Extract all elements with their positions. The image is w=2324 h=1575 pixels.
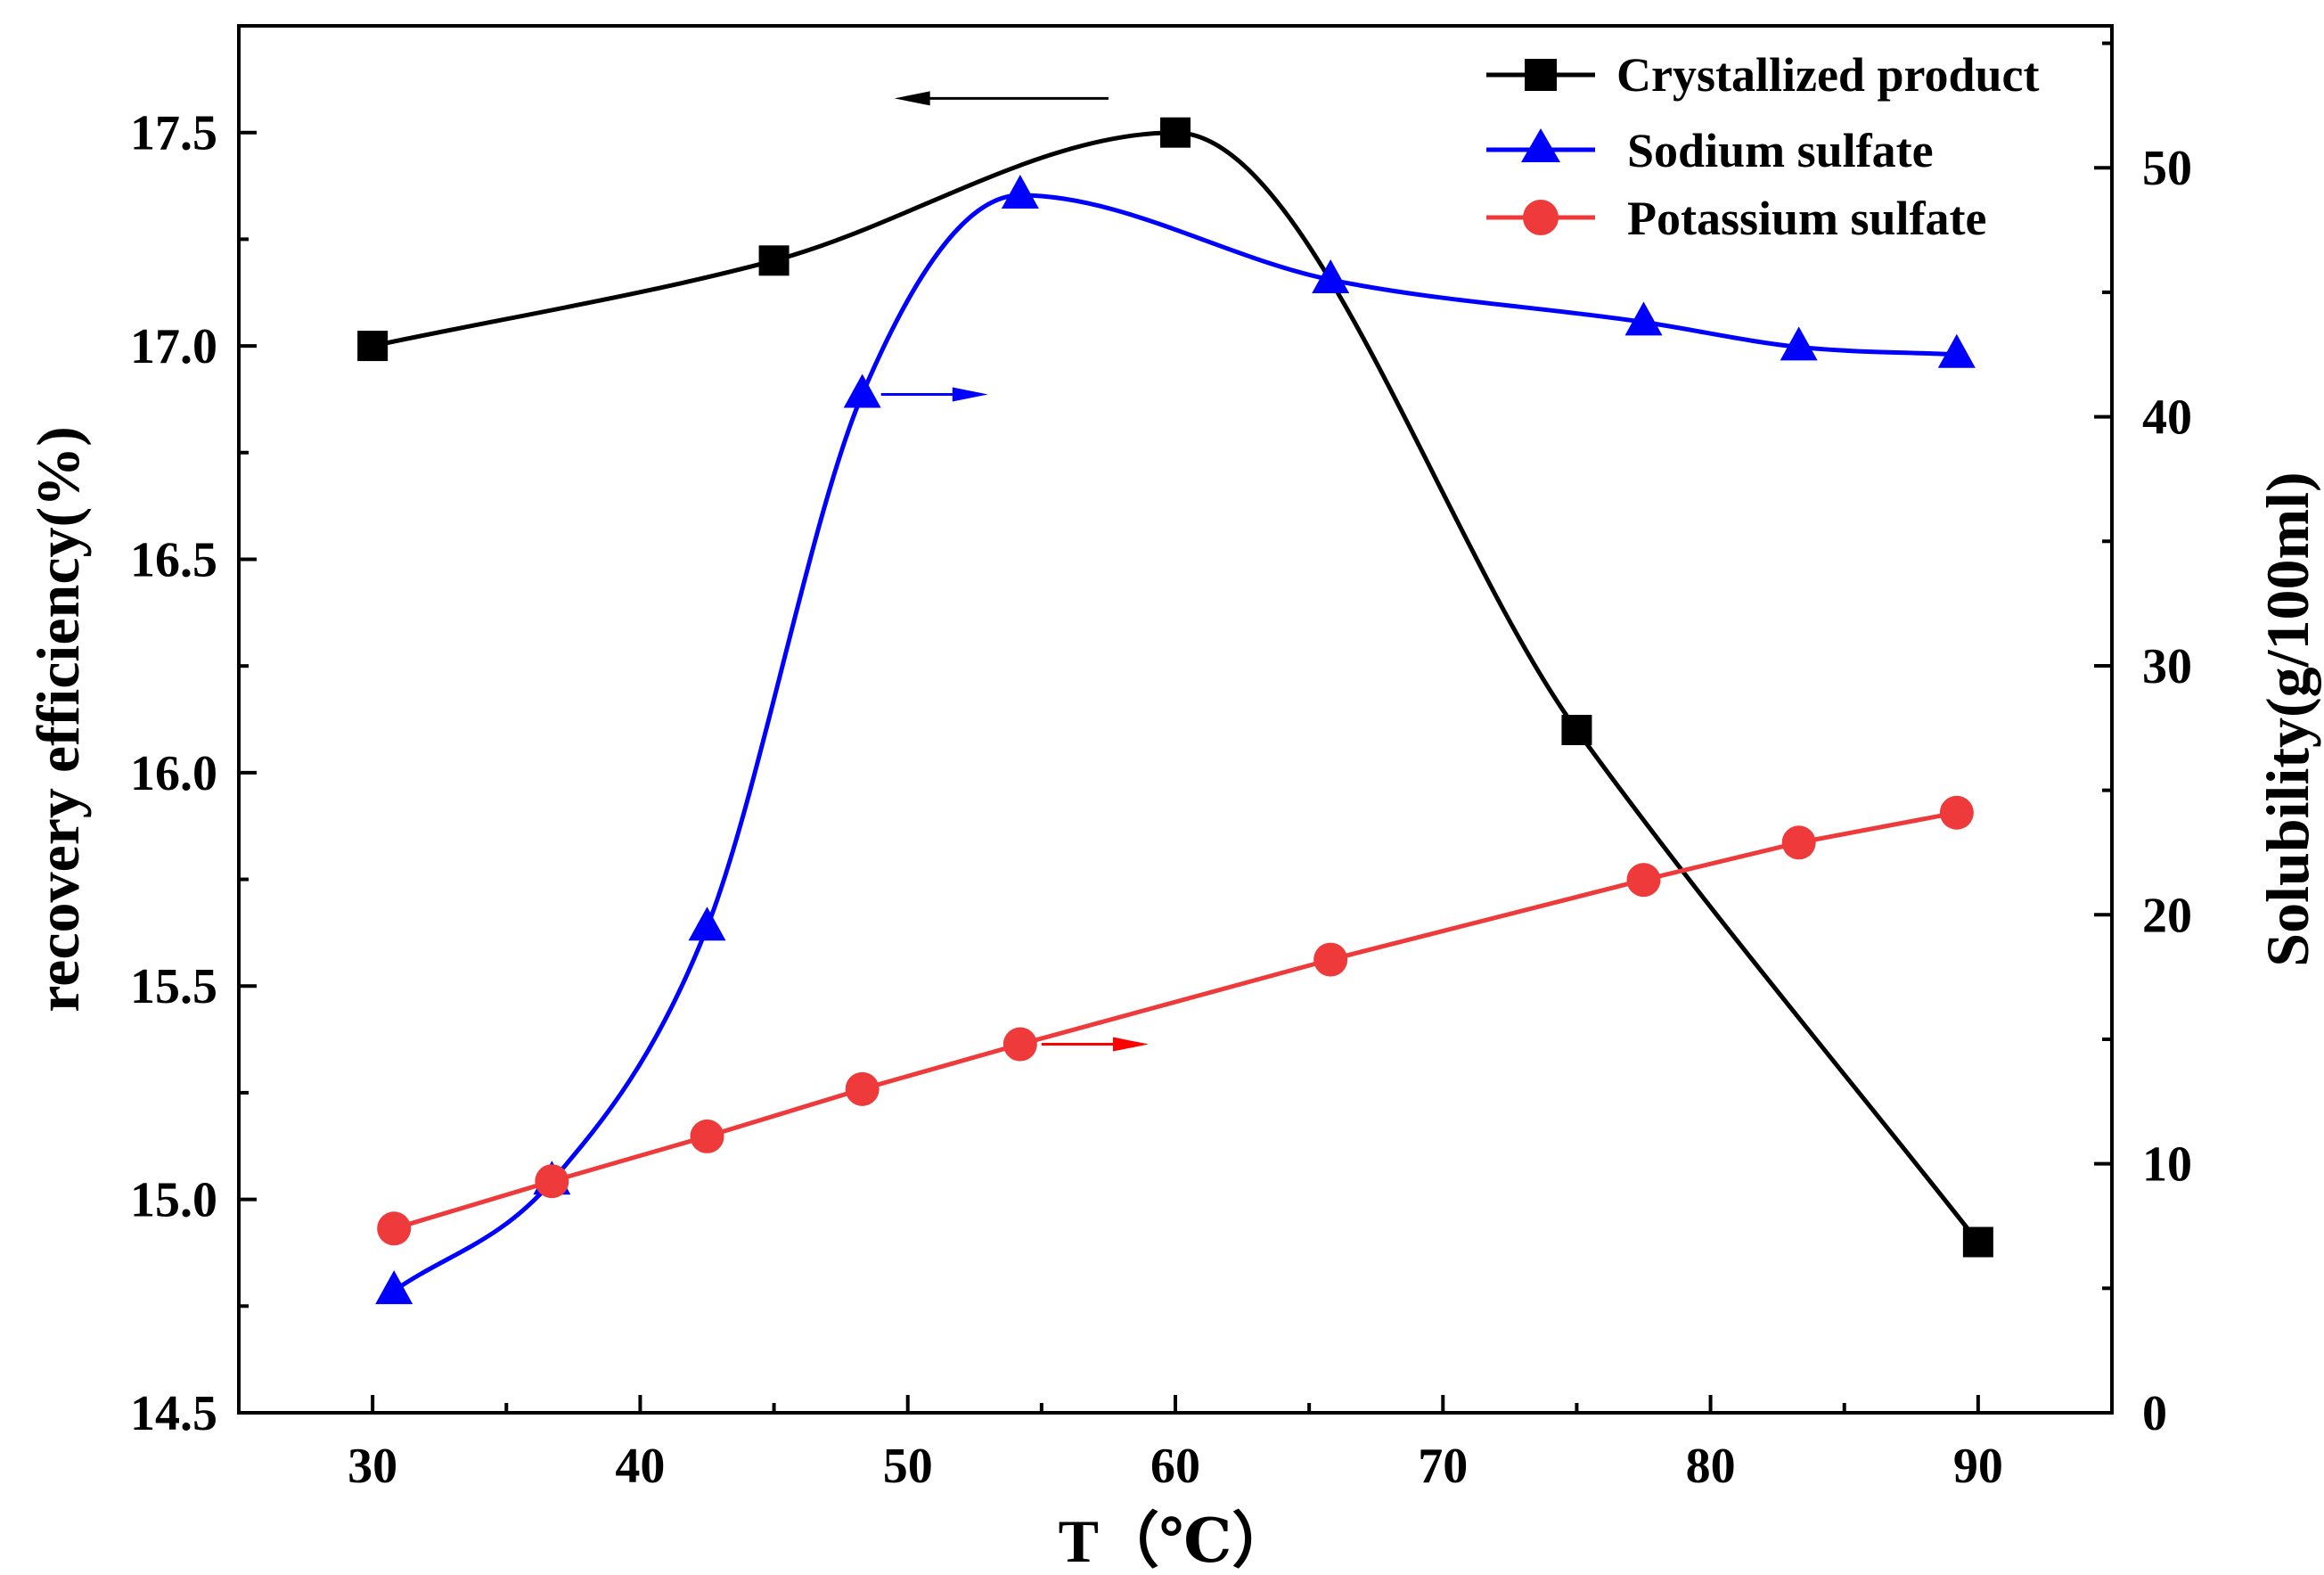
y-right-tick-label: 50 <box>2142 141 2192 196</box>
x-tick-label: 40 <box>615 1439 665 1494</box>
axis-arrows <box>880 91 1149 1052</box>
left-y-axis: 14.5 15.0 15.5 16.0 16.5 17.0 17.5 <box>130 24 257 1441</box>
y-left-tick-label: 14.5 <box>130 1386 217 1441</box>
arrow-head-2 <box>1112 1037 1149 1052</box>
x-tick-label: 80 <box>1686 1439 1736 1494</box>
data-point-sodium-sulfate <box>688 906 726 941</box>
data-point-sodium-sulfate <box>843 373 881 408</box>
y-left-tick-label: 17.0 <box>130 319 217 374</box>
y-right-tick-label: 10 <box>2142 1137 2192 1193</box>
x-tick-label: 50 <box>883 1439 933 1494</box>
series-markers <box>357 117 1993 1305</box>
data-point-crystallized-product <box>357 331 389 362</box>
legend-label-crystallized: Crystallized product <box>1616 48 2039 102</box>
data-point-potassium-sulfate <box>1313 942 1348 977</box>
x-tick-label: 60 <box>1150 1439 1200 1494</box>
data-point-sodium-sulfate <box>1001 174 1039 209</box>
series-line-sodium-sulfate <box>392 193 1957 1293</box>
data-point-potassium-sulfate <box>1781 825 1816 860</box>
legend-marker-sodium <box>1521 128 1560 162</box>
data-point-potassium-sulfate <box>1002 1027 1037 1062</box>
y-left-tick-label: 16.5 <box>130 532 217 587</box>
series-lines <box>372 130 1980 1293</box>
x-tick-label: 70 <box>1418 1439 1468 1494</box>
series-line-crystallized-product <box>372 130 1980 1244</box>
y-left-tick-label: 15.0 <box>130 1173 217 1228</box>
legend-label-sodium: Sodium sulfate <box>1627 124 1934 177</box>
data-point-crystallized-product <box>1962 1226 1993 1258</box>
data-point-potassium-sulfate <box>1939 795 1974 830</box>
data-point-sodium-sulfate <box>1937 333 1976 368</box>
y-right-tick-label: 30 <box>2142 639 2192 694</box>
left-y-axis-title: recovery efficiency(%) <box>24 426 92 1013</box>
data-point-sodium-sulfate <box>375 1270 413 1305</box>
data-point-potassium-sulfate <box>377 1211 412 1246</box>
arrow-head-0 <box>894 91 930 106</box>
x-axis-title: T（℃） <box>1059 1507 1293 1575</box>
series-line-potassium-sulfate <box>393 810 1958 1231</box>
data-point-potassium-sulfate <box>690 1119 724 1153</box>
legend: Crystallized product Sodium sulfate Pota… <box>1486 48 2039 245</box>
y-right-tick-label: 20 <box>2142 888 2192 943</box>
y-left-tick-label: 16.0 <box>130 746 217 801</box>
legend-marker-crystallized <box>1525 59 1557 91</box>
legend-marker-potassium <box>1523 200 1559 235</box>
data-point-sodium-sulfate <box>1312 258 1350 293</box>
data-point-crystallized-product <box>758 245 790 276</box>
legend-label-potassium: Potassium sulfate <box>1627 192 1987 245</box>
right-y-axis-title: Solubility(g/100ml) <box>2254 472 2321 966</box>
right-y-axis: 0 10 20 30 40 50 <box>2094 41 2192 1441</box>
arrow-head-1 <box>952 387 988 402</box>
y-left-tick-label: 15.5 <box>130 959 217 1014</box>
data-point-potassium-sulfate <box>845 1071 880 1106</box>
x-axis: 30 40 50 60 70 80 90 <box>348 1395 2003 1494</box>
data-point-sodium-sulfate <box>1780 326 1818 361</box>
y-right-tick-label: 0 <box>2142 1386 2167 1441</box>
y-right-tick-label: 40 <box>2142 390 2192 446</box>
data-point-crystallized-product <box>1160 117 1191 148</box>
x-tick-label: 90 <box>1953 1439 2003 1494</box>
data-point-potassium-sulfate <box>535 1164 569 1199</box>
y-left-tick-label: 17.5 <box>130 106 217 161</box>
x-tick-label: 30 <box>348 1439 397 1494</box>
data-point-crystallized-product <box>1561 714 1592 745</box>
data-point-potassium-sulfate <box>1626 863 1661 898</box>
data-point-sodium-sulfate <box>1624 301 1663 336</box>
